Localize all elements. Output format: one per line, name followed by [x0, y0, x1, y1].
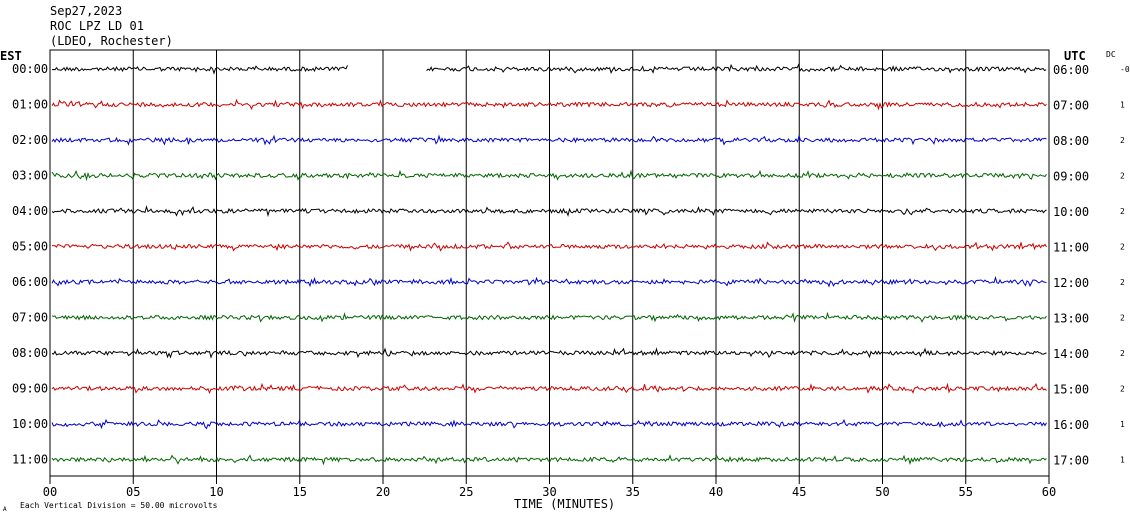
x-tick-label: 15 [293, 485, 307, 499]
dc-value: 2 [1120, 136, 1125, 145]
utc-hour-label: 14:00 [1053, 347, 1089, 361]
utc-hour-label: 15:00 [1053, 383, 1089, 397]
trace-line-06:00 [51, 275, 1047, 288]
utc-hour-label: 07:00 [1053, 99, 1089, 113]
utc-hour-label: 12:00 [1053, 276, 1089, 290]
utc-hour-label: 17:00 [1053, 454, 1089, 468]
trace-line-07:00 [51, 311, 1047, 324]
dc-value: 2 [1120, 385, 1125, 394]
est-hour-label: 04:00 [12, 204, 48, 218]
dc-header-label: DC [1106, 50, 1116, 59]
dc-value: 2 [1120, 172, 1125, 181]
x-tick-label: 30 [542, 485, 556, 499]
utc-hour-label: 08:00 [1053, 134, 1089, 148]
dc-value: 2 [1120, 243, 1125, 252]
utc-hour-label: 09:00 [1053, 170, 1089, 184]
trace-line-10:00 [51, 418, 1047, 430]
utc-hour-label: 16:00 [1053, 418, 1089, 432]
trace-line-02:00 [51, 134, 1047, 146]
dc-value: -0 [1120, 65, 1130, 74]
corner-mark: A [3, 506, 7, 513]
dc-value: 1 [1120, 101, 1125, 110]
trace-line-01:00 [51, 98, 1047, 111]
trace-line-04:00 [51, 205, 1047, 218]
est-hour-label: 11:00 [12, 453, 48, 467]
x-tick-label: 55 [959, 485, 973, 499]
scale-note: Each Vertical Division = 50.00 microvolt… [20, 501, 218, 510]
x-tick-label: 00 [43, 485, 57, 499]
dc-value: 2 [1120, 314, 1125, 323]
x-tick-label: 20 [376, 485, 390, 499]
est-hour-label: 03:00 [12, 169, 48, 183]
est-hour-label: 00:00 [12, 62, 48, 76]
utc-hour-label: 13:00 [1053, 312, 1089, 326]
trace-line-11:00 [51, 454, 1047, 466]
est-hour-label: 07:00 [12, 311, 48, 325]
axis-labels: 00 05 10 15 20 25 30 35 40 45 50 55 60 00:00 06:00 -0 01… [12, 62, 1130, 499]
dc-value: 1 [1120, 420, 1125, 429]
trace-line-05:00 [51, 241, 1047, 252]
est-hour-label: 05:00 [12, 240, 48, 254]
trace-line-00:00 [426, 63, 1047, 75]
x-tick-label: 40 [709, 485, 723, 499]
utc-hour-label: 06:00 [1053, 63, 1089, 77]
est-hour-label: 09:00 [12, 382, 48, 396]
utc-hour-label: 10:00 [1053, 205, 1089, 219]
trace-line-03:00 [51, 169, 1047, 182]
chart-grid [49, 50, 1050, 484]
x-tick-label: 60 [1042, 485, 1056, 499]
x-tick-label: 10 [209, 485, 223, 499]
network-label: (LDEO, Rochester) [50, 34, 173, 48]
station-label: ROC LPZ LD 01 [50, 19, 144, 33]
est-hour-label: 08:00 [12, 346, 48, 360]
x-tick-label: 35 [626, 485, 640, 499]
utc-axis-label: UTC [1064, 49, 1086, 63]
dc-value: 2 [1120, 349, 1125, 358]
dc-value: 2 [1120, 278, 1125, 287]
x-tick-label: 50 [875, 485, 889, 499]
trace-line-08:00 [51, 347, 1047, 359]
est-axis-label: EST [0, 49, 22, 63]
x-tick-label: 25 [459, 485, 473, 499]
est-hour-label: 02:00 [12, 133, 48, 147]
trace-line-09:00 [51, 382, 1047, 395]
utc-hour-label: 11:00 [1053, 241, 1089, 255]
x-tick-label: 45 [792, 485, 806, 499]
est-hour-label: 06:00 [12, 275, 48, 289]
date-label: Sep27,2023 [50, 4, 123, 18]
dc-value: 2 [1120, 207, 1125, 216]
trace-line-00:00 [51, 65, 348, 75]
dc-value: 1 [1120, 456, 1125, 465]
x-axis-title: TIME (MINUTES) [514, 497, 615, 511]
est-hour-label: 01:00 [12, 98, 48, 112]
est-hour-label: 10:00 [12, 417, 48, 431]
x-tick-label: 05 [126, 485, 140, 499]
plot-frame [49, 49, 1050, 477]
seismic-traces [51, 63, 1047, 466]
